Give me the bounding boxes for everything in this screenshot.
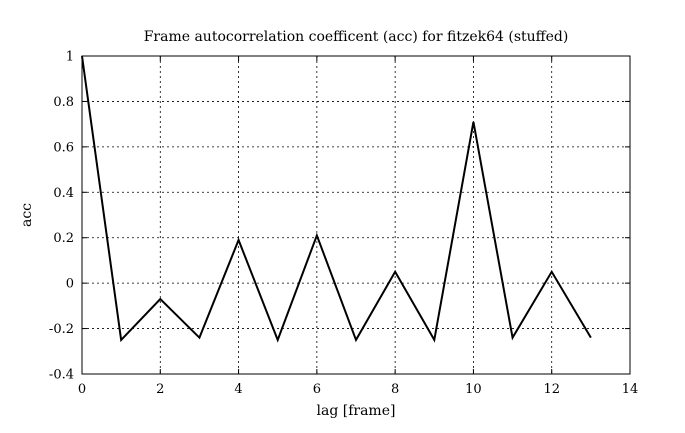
x-tick-label: 6: [313, 382, 321, 397]
acc-series-line: [81, 55, 592, 343]
x-tick-label: 10: [465, 382, 482, 397]
y-tick-label: 0.6: [53, 140, 74, 155]
y-tick-labels: -0.4 -0.2 0 0.2 0.4 0.6 0.8 1: [49, 50, 74, 383]
x-tick-label: 2: [156, 382, 164, 397]
series-layer: [81, 55, 592, 343]
y-tick-label: 0.8: [53, 95, 74, 110]
y-tick-label: -0.4: [49, 368, 74, 383]
plot-frame: [81, 55, 631, 375]
x-tick-labels: 0 2 4 6 8 10 12 14: [78, 382, 638, 397]
y-axis-title: acc: [19, 203, 35, 227]
y-tick-label: 0.2: [53, 231, 74, 246]
x-axis-title: lag [frame]: [317, 403, 396, 419]
x-tick-label: 0: [78, 382, 86, 397]
x-tick-label: 8: [391, 382, 399, 397]
grid-lines: [82, 56, 630, 374]
x-tick-label: 4: [234, 382, 242, 397]
y-tick-label: -0.2: [49, 322, 74, 337]
chart-title: Frame autocorrelation coefficent (acc) f…: [144, 29, 569, 45]
y-tick-label: 0: [66, 277, 74, 292]
y-tick-label: 1: [66, 50, 74, 65]
y-tick-label: 0.4: [53, 186, 74, 201]
x-tick-label: 14: [622, 382, 639, 397]
tick-marks: [81, 55, 631, 375]
x-tick-label: 12: [543, 382, 560, 397]
